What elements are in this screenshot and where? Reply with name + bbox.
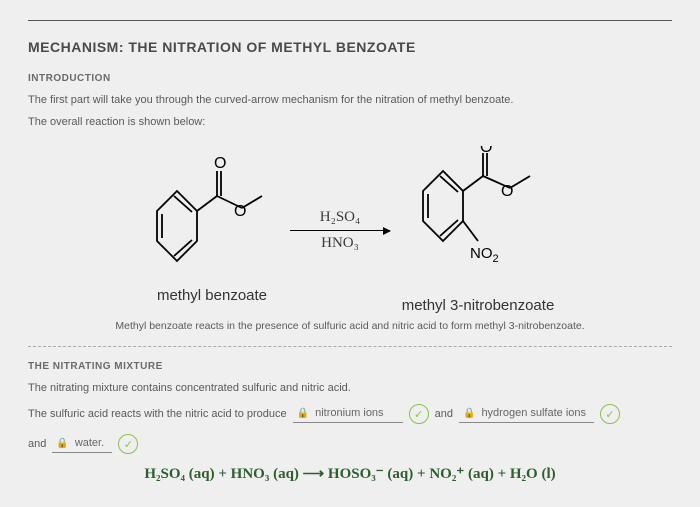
blank-nitronium[interactable]: 🔒 nitronium ions <box>293 405 403 423</box>
reagent-bottom: HNO₃ <box>321 235 359 252</box>
methyl-benzoate-structure-icon: O O <box>142 156 282 276</box>
lock-icon: 🔒 <box>463 408 475 419</box>
page-title: MECHANISM: THE NITRATION OF METHYL BENZO… <box>28 39 672 55</box>
reaction-scheme: O O methyl benzoate H₂SO₄ HNO₃ O O <box>28 146 672 314</box>
reaction-arrow: H₂SO₄ HNO₃ <box>290 209 390 252</box>
svg-text:O: O <box>480 146 492 156</box>
section-nitrating-label: THE NITRATING MIXTURE <box>28 361 672 372</box>
svg-text:O: O <box>501 183 513 200</box>
arrow-icon <box>290 230 390 231</box>
svg-text:NO2: NO2 <box>470 245 499 265</box>
lock-icon: 🔒 <box>56 438 68 449</box>
section-divider <box>28 346 672 347</box>
intro-paragraph-2: The overall reaction is shown below: <box>28 116 672 128</box>
blank-water-text: water. <box>75 437 104 449</box>
svg-text:O: O <box>214 156 226 172</box>
blank-hydrogen-sulfate-text: hydrogen sulfate ions <box>481 407 586 419</box>
lock-icon: 🔒 <box>297 408 309 419</box>
nitrating-paragraph: The nitrating mixture contains concentra… <box>28 382 672 394</box>
fill-in-line-1: The sulfuric acid reacts with the nitric… <box>28 404 672 424</box>
section-introduction-label: INTRODUCTION <box>28 73 672 84</box>
and-text-1: and <box>435 408 453 420</box>
blank-water[interactable]: 🔒 water. <box>52 435 112 453</box>
fill-prompt-lead: The sulfuric acid reacts with the nitric… <box>28 408 287 420</box>
and-text-2: and <box>28 438 46 450</box>
product-label: methyl 3-nitrobenzoate <box>398 297 558 314</box>
reaction-equation: H₂SO₄ (aq) + HNO₃ (aq) ⟶ HOSO₃⁻ (aq) + N… <box>28 464 672 483</box>
methyl-3-nitrobenzoate-structure-icon: O O NO2 <box>398 146 558 286</box>
reactant-label: methyl benzoate <box>142 287 282 304</box>
check-icon: ✓ <box>600 404 620 424</box>
reagent-top: H₂SO₄ <box>320 209 360 226</box>
intro-paragraph-1: The first part will take you through the… <box>28 94 672 106</box>
check-icon: ✓ <box>409 404 429 424</box>
top-rule <box>28 20 672 21</box>
fill-in-line-2: and 🔒 water. ✓ <box>28 434 672 454</box>
reaction-caption: Methyl benzoate reacts in the presence o… <box>28 320 672 332</box>
svg-text:O: O <box>234 203 246 220</box>
reactant-structure: O O methyl benzoate <box>142 156 282 304</box>
product-structure: O O NO2 methyl 3-nitrobenzoate <box>398 146 558 314</box>
blank-hydrogen-sulfate[interactable]: 🔒 hydrogen sulfate ions <box>459 405 594 423</box>
blank-nitronium-text: nitronium ions <box>315 407 383 419</box>
check-icon: ✓ <box>118 434 138 454</box>
